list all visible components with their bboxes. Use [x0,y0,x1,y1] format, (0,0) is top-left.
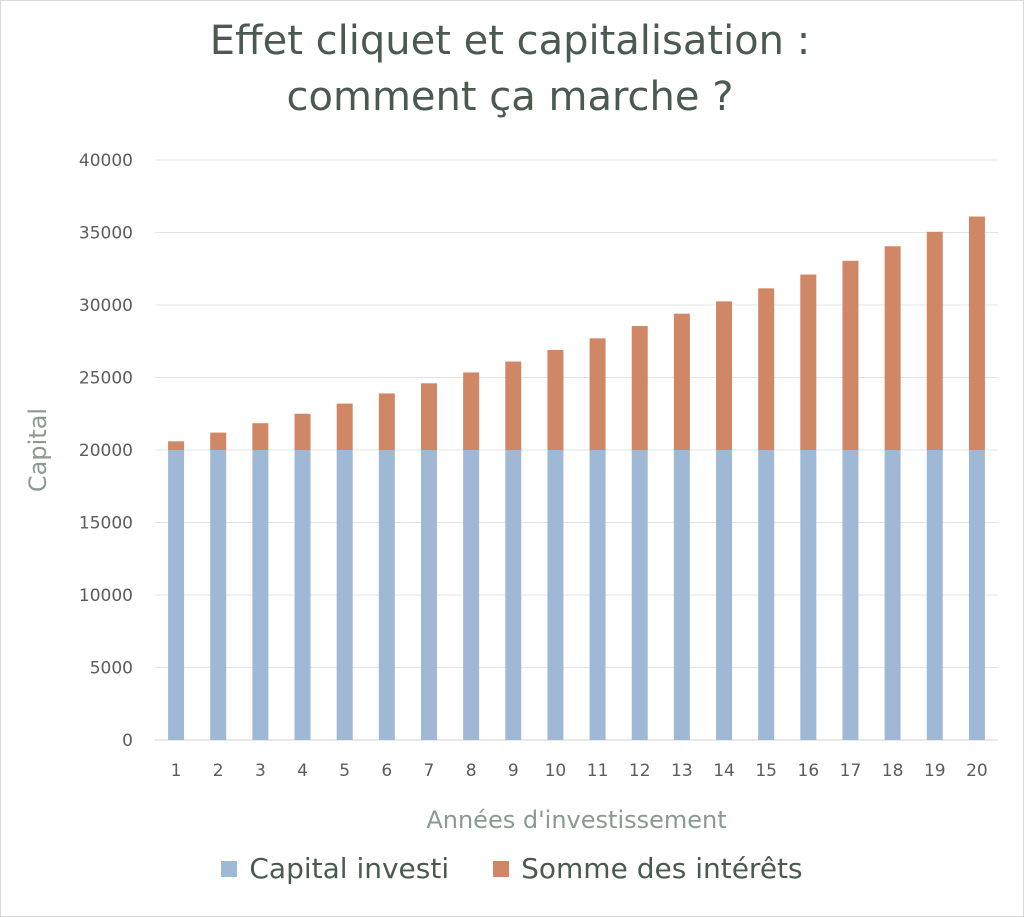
x-tick-label-15: 15 [755,761,777,781]
bar-capital-investi-4 [294,450,311,740]
bar-somme-des-interets-2 [210,432,227,450]
bar-somme-des-interets-1 [168,441,185,450]
bar-capital-investi-10 [547,450,564,740]
bar-somme-des-interets-8 [463,372,480,450]
bar-capital-investi-6 [378,450,395,740]
x-tick-label-9: 9 [508,761,519,781]
bar-somme-des-interets-9 [505,361,522,450]
x-tick-label-16: 16 [798,761,820,781]
x-tick-label-6: 6 [381,761,392,781]
bar-capital-investi-9 [505,450,522,740]
bar-capital-investi-7 [420,450,437,740]
x-tick-label-14: 14 [713,761,735,781]
y-tick-label-30000: 30000 [79,296,133,316]
bar-capital-investi-16 [800,450,817,740]
bar-capital-investi-1 [168,450,185,740]
bar-somme-des-interets-4 [294,413,311,450]
y-tick-label-10000: 10000 [79,586,133,606]
x-tick-label-3: 3 [255,761,266,781]
x-tick-label-11: 11 [587,761,609,781]
legend-item-capital-investi: Capital investi [221,852,449,885]
bar-somme-des-interets-20 [968,216,985,450]
bar-capital-investi-11 [589,450,606,740]
legend-label-capital-investi: Capital investi [249,852,450,885]
bar-capital-investi-17 [842,450,859,740]
bar-somme-des-interets-14 [716,301,733,450]
legend-swatch-somme-des-interets [493,860,510,877]
legend-label-somme-des-interets: Somme des intérêts [521,852,803,885]
bar-capital-investi-3 [252,450,269,740]
bar-capital-investi-14 [716,450,733,740]
x-tick-label-1: 1 [171,761,182,781]
x-tick-label-2: 2 [213,761,224,781]
chart-title-line-1: Effet cliquet et capitalisation : [209,18,811,64]
x-tick-label-5: 5 [339,761,350,781]
bar-somme-des-interets-19 [926,231,943,450]
y-tick-label-25000: 25000 [79,369,133,389]
x-tick-label-19: 19 [924,761,946,781]
bar-somme-des-interets-12 [631,326,648,450]
bar-capital-investi-2 [210,450,227,740]
x-tick-label-18: 18 [882,761,904,781]
chart-title-line-2: comment ça marche ? [286,74,734,120]
bar-somme-des-interets-17 [842,260,859,450]
chart-legend: Capital investi Somme des intérêts [0,852,1024,885]
x-tick-label-10: 10 [545,761,567,781]
x-tick-label-20: 20 [966,761,988,781]
bar-somme-des-interets-13 [673,313,690,450]
bar-somme-des-interets-10 [547,349,564,450]
bar-capital-investi-20 [968,450,985,740]
legend-item-somme-des-interets: Somme des intérêts [493,852,803,885]
bar-somme-des-interets-3 [252,423,269,450]
bar-somme-des-interets-5 [336,403,353,450]
bar-capital-investi-15 [758,450,775,740]
bar-somme-des-interets-11 [589,338,606,450]
x-axis-title: Années d'investissement [426,806,726,834]
bar-capital-investi-5 [336,450,353,740]
x-tick-label-8: 8 [466,761,477,781]
bar-capital-investi-8 [463,450,480,740]
bar-somme-des-interets-16 [800,274,817,450]
bar-capital-investi-12 [631,450,648,740]
bar-somme-des-interets-15 [758,288,775,450]
y-tick-label-0: 0 [122,731,133,751]
bar-capital-investi-13 [673,450,690,740]
y-axis-title: Capital [24,408,52,492]
bar-somme-des-interets-18 [884,246,901,450]
x-tick-label-7: 7 [424,761,435,781]
x-tick-label-12: 12 [629,761,651,781]
bar-capital-investi-19 [926,450,943,740]
bar-capital-investi-18 [884,450,901,740]
y-tick-label-40000: 40000 [79,151,133,171]
x-tick-label-13: 13 [671,761,693,781]
y-tick-label-5000: 5000 [90,659,133,679]
y-tick-label-35000: 35000 [79,224,133,244]
bar-somme-des-interets-6 [378,393,395,450]
legend-swatch-capital-investi [221,860,238,877]
x-tick-label-4: 4 [297,761,308,781]
y-tick-label-15000: 15000 [79,514,133,534]
bar-somme-des-interets-7 [420,383,437,450]
x-tick-label-17: 17 [840,761,862,781]
y-tick-label-20000: 20000 [79,441,133,461]
